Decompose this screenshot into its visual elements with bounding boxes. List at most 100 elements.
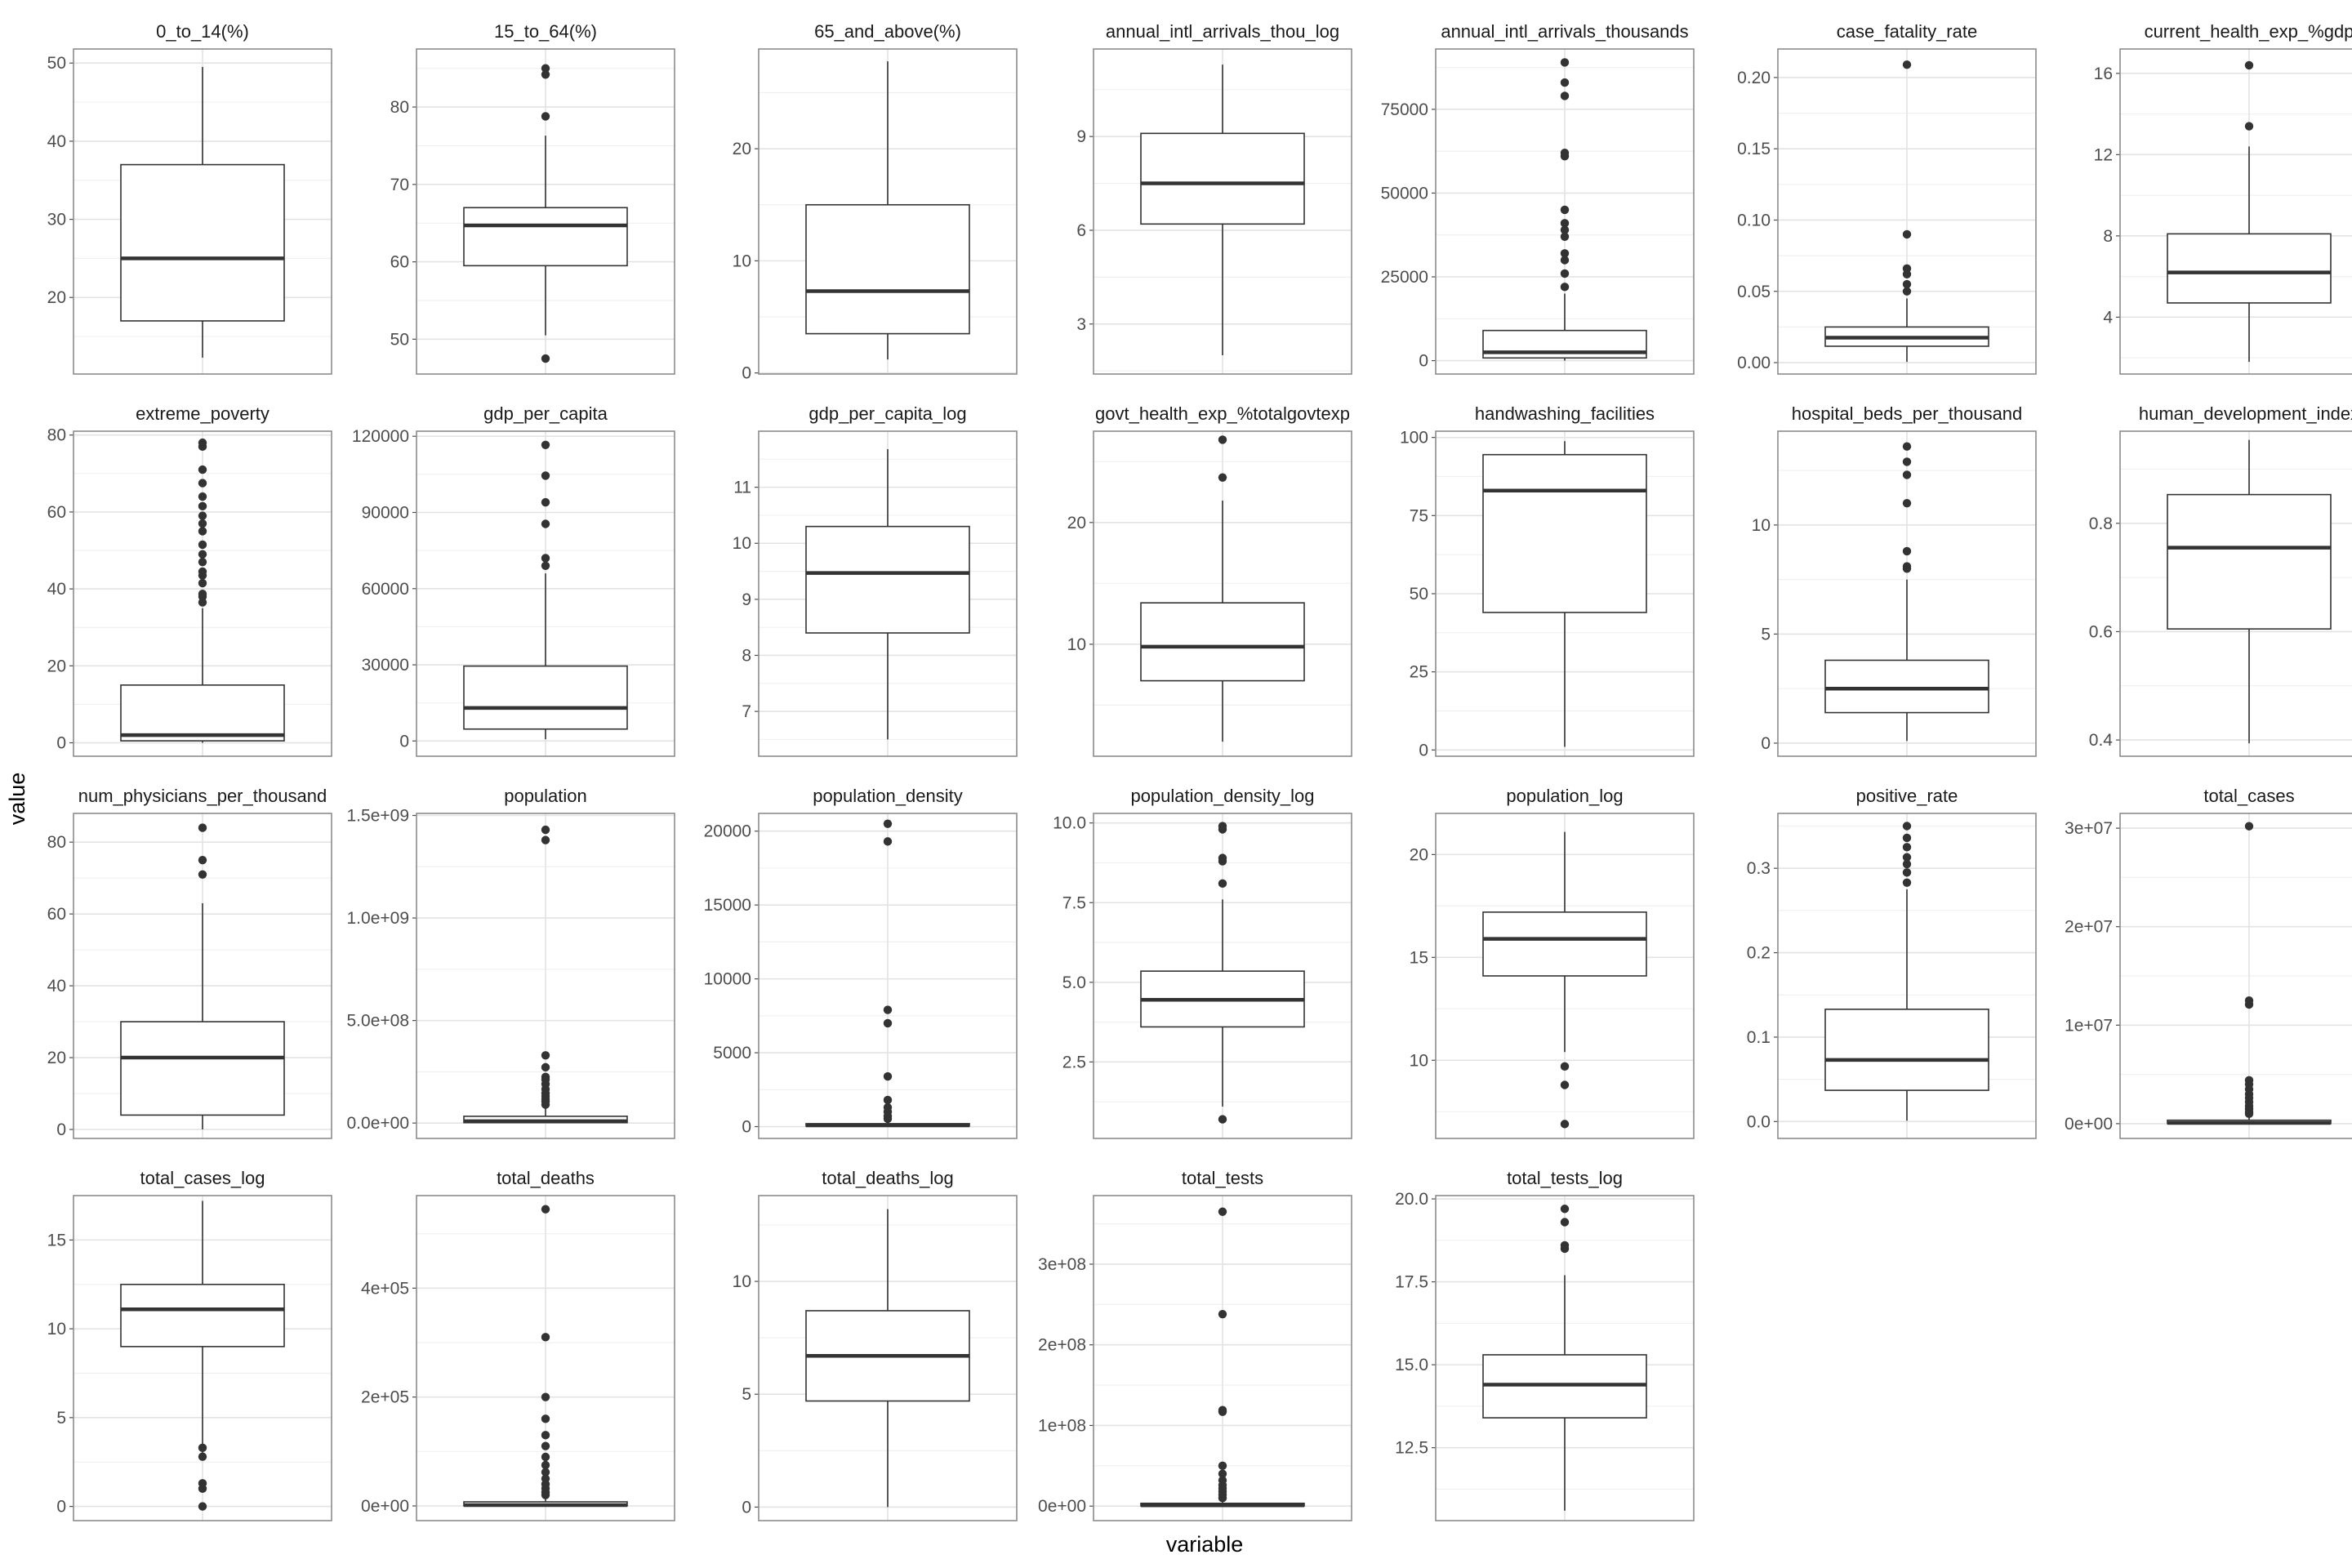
y-tick-label: 50: [390, 330, 409, 349]
outlier-point: [198, 823, 207, 832]
outlier-point: [541, 519, 550, 528]
outlier-point: [541, 70, 550, 79]
outlier-point: [1902, 229, 1912, 239]
y-tick-label: 7.5: [1062, 893, 1086, 912]
y-tick-label: 0.6: [2089, 622, 2113, 641]
outlier-point: [198, 578, 207, 588]
panel-border: [1777, 430, 2037, 757]
panel-title: annual_intl_arrivals_thousands: [1441, 21, 1688, 42]
y-tick-label: 17.5: [1395, 1273, 1428, 1292]
outlier-point: [541, 1468, 550, 1477]
y-tick-label: 25: [1410, 663, 1428, 682]
outlier-point: [883, 1102, 893, 1112]
panel-border: [2119, 813, 2352, 1139]
panel-border: [416, 813, 675, 1139]
y-tick-label: 20000: [704, 822, 751, 841]
y-tick-label: 10000: [704, 970, 751, 989]
outlier-point: [541, 64, 550, 73]
panel: 15_to_64(%) 50 60 70 80: [390, 21, 675, 375]
outlier-point: [541, 1474, 550, 1483]
outlier-point: [1560, 1218, 1570, 1227]
outlier-point: [198, 540, 207, 550]
outlier-point: [883, 1005, 893, 1014]
y-tick-label: 30: [47, 211, 66, 229]
y-tick-label: 0: [56, 1498, 66, 1517]
y-tick-label: 80: [390, 98, 409, 117]
outlier-point: [541, 1051, 550, 1060]
y-tick-label: 0: [56, 1120, 66, 1139]
panel-title: 65_and_above(%): [814, 21, 961, 42]
y-tick-label: 60: [390, 253, 409, 272]
y-tick-label: 100: [1400, 429, 1428, 448]
panel-title: case_fatality_rate: [1837, 21, 1977, 42]
outlier-point: [541, 1460, 550, 1470]
y-tick-label: 1.0e+09: [347, 909, 410, 928]
y-tick-label: 0: [399, 732, 409, 751]
y-tick-label: 120000: [352, 427, 409, 446]
iqr-box: [120, 1021, 285, 1116]
outlier-point: [198, 527, 207, 536]
outlier-point: [1218, 879, 1227, 889]
y-tick-label: 20: [47, 288, 66, 307]
y-tick-label: 5: [1761, 625, 1771, 644]
panel: population_density 0 5000 10000 15000 20000: [704, 786, 1018, 1139]
panel-border: [1777, 48, 2037, 375]
panel: annual_intl_arrivals_thou_log 3 6 9: [1076, 21, 1352, 375]
y-tick-label: 0.0: [1747, 1112, 1771, 1131]
iqr-box: [463, 207, 628, 267]
y-tick-label: 3: [1076, 315, 1086, 334]
outlier-point: [1560, 91, 1570, 100]
panel: total_cases 0e+00 1e+07 2e+07 3e+07: [2065, 786, 2352, 1139]
panel: handwashing_facilities 0 25 50 75 100: [1400, 403, 1695, 760]
y-tick-label: 5: [56, 1409, 66, 1428]
y-tick-label: 10: [733, 252, 751, 270]
outlier-point: [1560, 148, 1570, 158]
y-tick-label: 5: [742, 1385, 751, 1404]
y-tick-label: 20: [47, 1049, 66, 1067]
y-tick-label: 60000: [362, 580, 409, 599]
y-tick-label: 10: [1067, 635, 1086, 654]
y-tick-label: 0.2: [1747, 944, 1771, 963]
panel-title: total_cases: [2203, 786, 2294, 806]
y-tick-label: 20.0: [1395, 1190, 1428, 1209]
y-tick-label: 12: [2094, 145, 2113, 164]
panel-border: [1435, 1195, 1695, 1521]
outlier-point: [198, 501, 207, 511]
y-tick-label: 20: [47, 657, 66, 675]
outlier-point: [1560, 205, 1570, 215]
panel-border: [416, 430, 675, 757]
panel: gdp_per_capita 0 30000 60000 90000 120000: [352, 403, 675, 757]
outlier-point: [1902, 442, 1912, 451]
outlier-point: [1218, 1207, 1227, 1216]
y-tick-label: 80: [47, 833, 66, 852]
y-tick-label: 0e+00: [361, 1497, 409, 1516]
panel-border: [1093, 1195, 1352, 1521]
y-tick-label: 10: [47, 1320, 66, 1339]
y-tick-label: 1.5e+09: [347, 807, 410, 826]
outlier-point: [2244, 1076, 2254, 1085]
iqr-box: [2167, 233, 2332, 304]
y-tick-label: 2e+08: [1038, 1336, 1086, 1355]
outlier-point: [1560, 1120, 1570, 1129]
panel-title: annual_intl_arrivals_thou_log: [1106, 21, 1339, 42]
iqr-box: [1140, 602, 1305, 682]
outlier-point: [1560, 256, 1570, 265]
panel: total_cases_log 0 5 10 15: [47, 1168, 332, 1521]
outlier-point: [198, 567, 207, 577]
panel: population_density_log 2.5 5.0 7.5 10.0: [1053, 786, 1352, 1139]
outlier-point: [1560, 249, 1570, 258]
panel-title: population: [504, 786, 587, 806]
y-tick-label: 0.3: [1747, 859, 1771, 878]
panel: num_physicians_per_thousand 0 20 40 60 80: [47, 786, 332, 1139]
y-tick-label: 9: [742, 590, 751, 609]
outlier-point: [1902, 843, 1912, 852]
y-tick-label: 10: [1410, 1051, 1428, 1070]
panel-title: positive_rate: [1856, 786, 1958, 806]
iqr-box: [463, 665, 628, 730]
outlier-point: [1218, 435, 1227, 444]
y-tick-label: 0.0e+00: [347, 1114, 410, 1133]
panel-border: [758, 1195, 1018, 1521]
y-tick-label: 0: [1761, 734, 1771, 753]
outlier-point: [1560, 1205, 1570, 1214]
